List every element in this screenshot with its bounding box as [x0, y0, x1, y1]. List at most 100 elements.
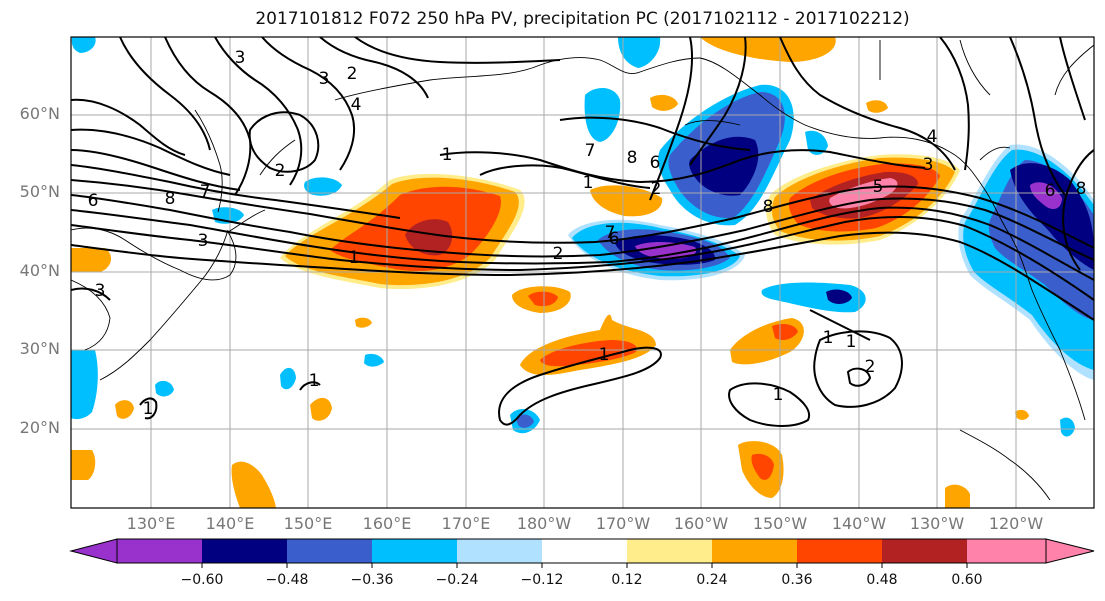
contour-label: 1 — [846, 332, 857, 352]
colorbar-tick-label: −0.24 — [435, 572, 479, 588]
positive-anomaly-region — [71, 248, 112, 272]
contour-label: 3 — [235, 48, 246, 68]
positive-anomaly-region — [405, 219, 453, 256]
colorbar-outline — [116, 538, 1047, 564]
negative-anomaly-region — [1060, 417, 1075, 437]
contour-label: 3 — [923, 155, 934, 175]
contour-label: 1 — [583, 173, 594, 193]
negative-anomaly-region — [516, 414, 534, 428]
colorbar-segment — [627, 539, 712, 563]
contour-label: 1 — [349, 248, 360, 268]
colorbar-segment — [117, 539, 202, 563]
negative-anomaly-region — [71, 350, 98, 420]
colorbar-tick-label: −0.60 — [180, 572, 224, 588]
positive-anomaly-region — [540, 340, 637, 367]
contour-label: 1 — [143, 399, 154, 419]
negative-anomaly-region — [1030, 182, 1062, 210]
positive-anomaly-region — [700, 37, 836, 62]
colorbar-segment — [457, 539, 542, 563]
colorbar-tick-label: 0.24 — [696, 572, 728, 588]
contour-label: 2 — [865, 357, 876, 377]
colorbar-segment — [712, 539, 797, 563]
contour-label: 8 — [627, 148, 638, 168]
contour-label: 1 — [773, 385, 784, 405]
lat-label: 60°N — [19, 104, 60, 123]
negative-anomaly-region — [805, 130, 828, 155]
colorbar-segment — [882, 539, 967, 563]
colorbar-segment — [372, 539, 457, 563]
contour-label: 6 — [1045, 181, 1056, 201]
contour-label: 7 — [605, 223, 616, 243]
negative-anomaly-region — [364, 353, 384, 367]
contour-label: 4 — [351, 95, 362, 115]
contour-label: 8 — [165, 189, 176, 209]
colorbar-segment — [287, 539, 372, 563]
negative-anomaly-region — [826, 289, 852, 304]
contour-label: 3 — [319, 69, 330, 89]
figure-title: 2017101812 F072 250 hPa PV, precipitatio… — [255, 9, 910, 29]
positive-anomaly-region — [866, 100, 888, 113]
positive-anomaly-region — [115, 400, 134, 419]
lon-label: 170°E — [441, 514, 491, 533]
lon-label: 170°W — [595, 514, 651, 533]
contour-label: 8 — [763, 197, 774, 217]
positive-anomaly-region — [355, 317, 372, 328]
lon-label: 180°W — [516, 514, 572, 533]
positive-anomaly-region — [945, 484, 970, 508]
colorbar-segment — [797, 539, 882, 563]
contour-label: 1 — [599, 345, 610, 365]
positive-anomaly-region — [528, 291, 558, 307]
lon-label: 140°E — [205, 514, 255, 533]
negative-anomaly-region — [635, 241, 697, 259]
coastlines — [71, 39, 1094, 501]
colorbar-segment — [202, 539, 287, 563]
contour-label: 2 — [651, 179, 662, 199]
negative-anomaly-region — [155, 380, 174, 397]
colorbar-max-extension — [1045, 538, 1095, 564]
contour-label: 1 — [309, 371, 320, 391]
lon-label: 150°E — [283, 514, 333, 533]
contour-labels: 3 2 4 3 2 6 8 7 3 1 2 1 7 8 6 1 2 7 6 8 … — [88, 48, 1087, 419]
colorbar-tick-label: 0.48 — [866, 572, 898, 588]
negative-anomaly-region — [280, 367, 296, 390]
contour-label: 2 — [347, 64, 358, 84]
contour-label: 3 — [95, 281, 106, 301]
contour-label: 4 — [927, 127, 938, 147]
lon-label: 130°E — [126, 514, 176, 533]
positive-anomaly-region — [751, 453, 774, 480]
contour-label: 1 — [442, 145, 453, 165]
positive-anomaly-region — [71, 450, 96, 480]
lat-label: 20°N — [19, 418, 60, 437]
lon-label: 130°W — [909, 514, 965, 533]
contour-label: 8 — [1076, 179, 1087, 199]
lon-label: 160°W — [673, 514, 729, 533]
contour-label: 2 — [275, 161, 286, 181]
colorbar-min-extension — [69, 538, 118, 564]
colorbar — [69, 538, 1095, 568]
contour-label: 2 — [553, 244, 564, 264]
negative-anomaly-region — [71, 37, 96, 53]
colorbar-segment — [542, 539, 627, 563]
positive-anomaly-region — [310, 397, 332, 421]
colorbar-segment — [967, 539, 1046, 563]
lat-label: 40°N — [19, 261, 60, 280]
colorbar-tick-label: −0.12 — [520, 572, 564, 588]
contour-label: 7 — [585, 141, 596, 161]
colorbar-tick-label: −0.48 — [265, 572, 309, 588]
lat-label: 30°N — [19, 339, 60, 358]
colorbar-tick-label: 0.60 — [951, 572, 983, 588]
pv-contours — [71, 37, 1094, 427]
graticule — [71, 37, 1094, 508]
contour-label: 6 — [88, 191, 99, 211]
positive-anomaly-region — [772, 324, 798, 340]
contour-label: 5 — [873, 177, 884, 197]
lon-label: 160°E — [362, 514, 412, 533]
lon-label: 140°W — [831, 514, 887, 533]
colorbar-tick-label: 0.36 — [781, 572, 813, 588]
lat-label: 50°N — [19, 182, 60, 201]
colorbar-tick-label: −0.36 — [350, 572, 394, 588]
contour-label: 6 — [609, 229, 620, 249]
contour-label: 1 — [823, 328, 834, 348]
contour-label: 7 — [200, 182, 211, 202]
